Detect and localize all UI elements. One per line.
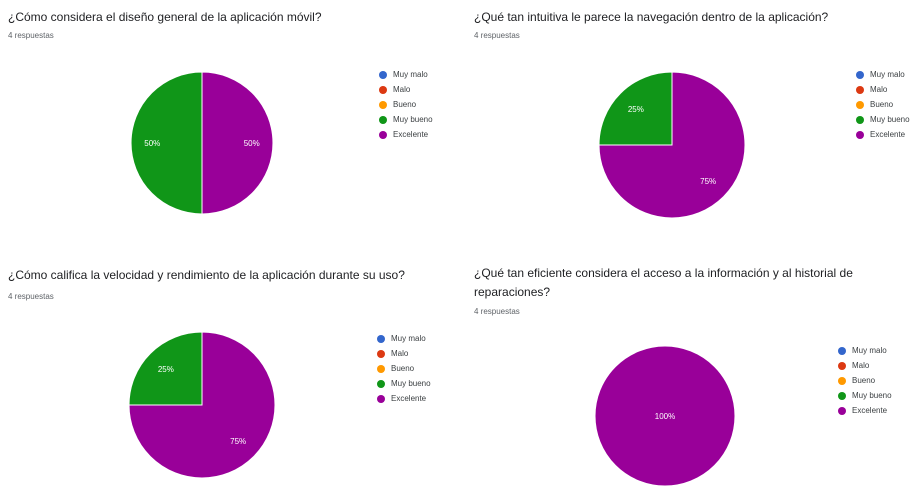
legend-label: Muy bueno [393, 115, 433, 124]
legend-label: Malo [391, 349, 409, 358]
legend-item-excelente[interactable]: Excelente [377, 391, 431, 406]
legend-swatch [377, 394, 385, 403]
legend-swatch [856, 70, 864, 79]
pie-slice-label-muy-bueno: 50% [144, 139, 160, 148]
legend-label: Bueno [393, 100, 417, 109]
legend-item-muy-malo[interactable]: Muy malo [856, 67, 910, 82]
pie-chart: 50% 50% [130, 71, 274, 215]
response-count: 4 respuestas [8, 31, 54, 40]
legend-label: Bueno [870, 100, 894, 109]
response-count: 4 respuestas [8, 292, 54, 301]
legend-label: Malo [852, 361, 870, 370]
legend-swatch [856, 130, 864, 139]
legend-swatch [856, 100, 864, 109]
legend-label: Malo [393, 85, 411, 94]
legend-label: Muy malo [852, 346, 887, 355]
pie-slice-muy-bueno [598, 71, 673, 146]
legend-swatch [838, 406, 846, 415]
legend-label: Excelente [393, 130, 429, 139]
legend-item-excelente[interactable]: Excelente [379, 127, 433, 142]
pie-slice-excelente [598, 71, 746, 219]
pie-slice-label-excelente: 75% [230, 437, 246, 446]
pie-chart: 75% 25% [598, 71, 746, 219]
legend-swatch [838, 391, 846, 400]
legend-swatch [377, 334, 385, 343]
legend-swatch [379, 85, 387, 94]
question-title: ¿Qué tan eficiente considera el acceso a… [474, 266, 853, 299]
legend-swatch [856, 115, 864, 124]
legend-swatch [377, 364, 385, 373]
legend-item-muy-malo[interactable]: Muy malo [377, 331, 431, 346]
question-title: ¿Cómo califica la velocidad y rendimient… [8, 268, 405, 282]
legend-label: Muy bueno [852, 391, 892, 400]
response-count: 4 respuestas [474, 307, 520, 316]
pie-slice-muy-bueno [130, 71, 203, 215]
pie-slice-label-muy-bueno: 25% [158, 365, 174, 374]
legend-item-muy-bueno[interactable]: Muy bueno [856, 112, 910, 127]
legend-item-muy-bueno[interactable]: Muy bueno [377, 376, 431, 391]
legend-item-bueno[interactable]: Bueno [838, 373, 892, 388]
legend-item-malo[interactable]: Malo [379, 82, 433, 97]
legend-label: Bueno [391, 364, 415, 373]
legend-swatch [379, 100, 387, 109]
legend-label: Bueno [852, 376, 876, 385]
legend-swatch [838, 346, 846, 355]
chart-legend: Muy malo Malo Bueno Muy bueno Excelente [856, 67, 910, 142]
legend-label: Muy malo [870, 70, 905, 79]
legend-swatch [838, 361, 846, 370]
legend-label: Muy malo [393, 70, 428, 79]
legend-swatch [377, 379, 385, 388]
legend-item-muy-bueno[interactable]: Muy bueno [379, 112, 433, 127]
legend-label: Muy malo [391, 334, 426, 343]
legend-item-malo[interactable]: Malo [856, 82, 910, 97]
chart-card-navigation: ¿Qué tan intuitiva le parece la navegaci… [466, 0, 914, 243]
legend-label: Muy bueno [391, 379, 431, 388]
pie-chart: 75% 25% [128, 331, 276, 479]
legend-item-malo[interactable]: Malo [838, 358, 892, 373]
question-title: ¿Cómo considera el diseño general de la … [8, 10, 322, 24]
legend-label: Muy bueno [870, 115, 910, 124]
pie-slice-excelente [594, 345, 736, 487]
legend-label: Malo [870, 85, 888, 94]
legend-swatch [379, 130, 387, 139]
legend-swatch [379, 115, 387, 124]
chart-card-performance: ¿Cómo califica la velocidad y rendimient… [0, 254, 456, 487]
chart-card-design: ¿Cómo considera el diseño general de la … [0, 0, 456, 243]
question-title: ¿Qué tan intuitiva le parece la navegaci… [474, 10, 829, 24]
legend-label: Excelente [391, 394, 427, 403]
response-count: 4 respuestas [474, 31, 520, 40]
chart-card-information-access: ¿Qué tan eficiente considera el acceso a… [466, 254, 914, 487]
pie-slice-label-excelente: 100% [655, 412, 675, 421]
legend-item-excelente[interactable]: Excelente [838, 403, 892, 418]
pie-slice-muy-bueno [128, 331, 203, 406]
legend-swatch [377, 349, 385, 358]
legend-label: Excelente [852, 406, 888, 415]
chart-legend: Muy malo Malo Bueno Muy bueno Excelente [377, 331, 431, 406]
legend-item-muy-malo[interactable]: Muy malo [379, 67, 433, 82]
pie-slice-excelente [201, 71, 274, 215]
legend-item-malo[interactable]: Malo [377, 346, 431, 361]
pie-chart: 100% [594, 345, 736, 487]
chart-legend: Muy malo Malo Bueno Muy bueno Excelente [379, 67, 433, 142]
legend-item-muy-bueno[interactable]: Muy bueno [838, 388, 892, 403]
chart-legend: Muy malo Malo Bueno Muy bueno Excelente [838, 343, 892, 418]
legend-item-bueno[interactable]: Bueno [856, 97, 910, 112]
legend-item-bueno[interactable]: Bueno [377, 361, 431, 376]
pie-slice-label-excelente: 50% [244, 139, 260, 148]
legend-item-excelente[interactable]: Excelente [856, 127, 910, 142]
legend-swatch [856, 85, 864, 94]
legend-item-bueno[interactable]: Bueno [379, 97, 433, 112]
legend-swatch [838, 376, 846, 385]
pie-slice-label-muy-bueno: 25% [628, 105, 644, 114]
pie-slice-excelente [128, 331, 276, 479]
legend-label: Excelente [870, 130, 906, 139]
legend-item-muy-malo[interactable]: Muy malo [838, 343, 892, 358]
pie-slice-label-excelente: 75% [700, 177, 716, 186]
legend-swatch [379, 70, 387, 79]
